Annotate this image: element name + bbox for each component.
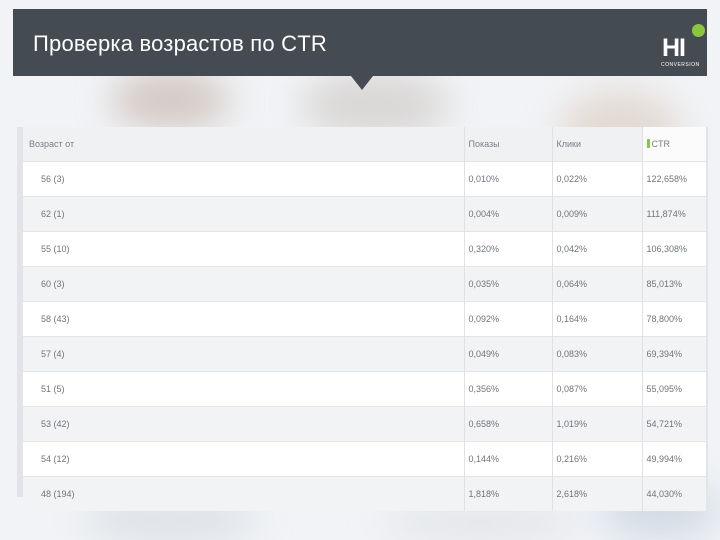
cell-clicks: 1,019% (552, 406, 643, 442)
cell-age: 51 (5) (23, 371, 465, 407)
slide-header: Проверка возрастов по CTR HI CONVERSION (13, 9, 707, 76)
column-header-clicks[interactable]: Клики (552, 127, 643, 162)
cell-ctr: 111,874% (642, 196, 706, 232)
table-row: 48 (194) 1,818% 2,618% 44,030% (23, 476, 706, 511)
cell-age: 57 (4) (23, 336, 465, 372)
column-header-ctr[interactable]: CTR (641, 127, 707, 162)
cell-ctr: 69,394% (642, 336, 706, 372)
cell-impressions: 0,144% (464, 441, 553, 477)
table-row: 54 (12) 0,144% 0,216% 49,994% (23, 441, 706, 477)
logo-text: HI (662, 34, 686, 62)
cell-age: 58 (43) (23, 301, 465, 337)
page-title: Проверка возрастов по CTR (33, 31, 327, 56)
cell-impressions: 0,092% (464, 301, 553, 337)
hiconversion-logo: HI CONVERSION (646, 23, 708, 69)
ctr-table: Возраст от Показы Клики CTR 56 (3) 0,010… (23, 127, 707, 511)
cell-ctr: 55,095% (642, 371, 706, 407)
cell-clicks: 2,618% (552, 476, 643, 511)
cell-clicks: 0,009% (552, 196, 643, 232)
cell-ctr: 78,800% (642, 301, 706, 337)
cell-impressions: 1,818% (464, 476, 553, 511)
cell-clicks: 0,087% (552, 371, 643, 407)
cell-clicks: 0,216% (552, 441, 643, 477)
cell-clicks: 0,042% (552, 231, 643, 267)
table-header-row: Возраст от Показы Клики CTR (23, 127, 707, 162)
header-pointer (351, 76, 373, 90)
cell-age: 48 (194) (23, 476, 465, 511)
sort-indicator-icon (646, 139, 650, 148)
cell-ctr: 106,308% (642, 231, 706, 267)
table-row: 60 (3) 0,035% 0,064% 85,013% (23, 266, 706, 302)
cell-age: 54 (12) (23, 441, 465, 477)
cell-ctr: 44,030% (642, 476, 706, 511)
column-header-ctr-label: CTR (651, 139, 671, 149)
logo-dot-icon (692, 24, 705, 37)
cell-age: 55 (10) (23, 231, 465, 267)
cell-clicks: 0,064% (552, 266, 643, 302)
cell-ctr: 122,658% (642, 161, 706, 197)
cell-impressions: 0,320% (464, 231, 553, 267)
cell-impressions: 0,356% (464, 371, 553, 407)
table-row: 56 (3) 0,010% 0,022% 122,658% (23, 161, 706, 197)
column-header-impressions[interactable]: Показы (464, 127, 553, 162)
cell-age: 56 (3) (23, 161, 465, 197)
ctr-table-panel: Возраст от Показы Клики CTR 56 (3) 0,010… (17, 127, 708, 511)
table-row: 55 (10) 0,320% 0,042% 106,308% (23, 231, 706, 267)
column-header-age[interactable]: Возраст от (23, 127, 465, 162)
cell-impressions: 0,035% (464, 266, 553, 302)
cell-age: 62 (1) (23, 196, 465, 232)
table-row: 58 (43) 0,092% 0,164% 78,800% (23, 301, 706, 337)
logo-subtitle: CONVERSION (661, 62, 700, 68)
cell-clicks: 0,022% (552, 161, 643, 197)
cell-age: 53 (42) (23, 406, 465, 442)
cell-ctr: 49,994% (642, 441, 706, 477)
cell-ctr: 85,013% (642, 266, 706, 302)
table-row: 57 (4) 0,049% 0,083% 69,394% (23, 336, 706, 372)
cell-impressions: 0,049% (464, 336, 553, 372)
table-row: 53 (42) 0,658% 1,019% 54,721% (23, 406, 706, 442)
cell-age: 60 (3) (23, 266, 465, 302)
cell-impressions: 0,004% (464, 196, 553, 232)
cell-clicks: 0,164% (552, 301, 643, 337)
cell-ctr: 54,721% (642, 406, 706, 442)
background-blur (110, 70, 230, 130)
table-row: 62 (1) 0,004% 0,009% 111,874% (23, 196, 706, 232)
cell-impressions: 0,658% (464, 406, 553, 442)
cell-clicks: 0,083% (552, 336, 643, 372)
cell-impressions: 0,010% (464, 161, 553, 197)
table-row: 51 (5) 0,356% 0,087% 55,095% (23, 371, 706, 407)
